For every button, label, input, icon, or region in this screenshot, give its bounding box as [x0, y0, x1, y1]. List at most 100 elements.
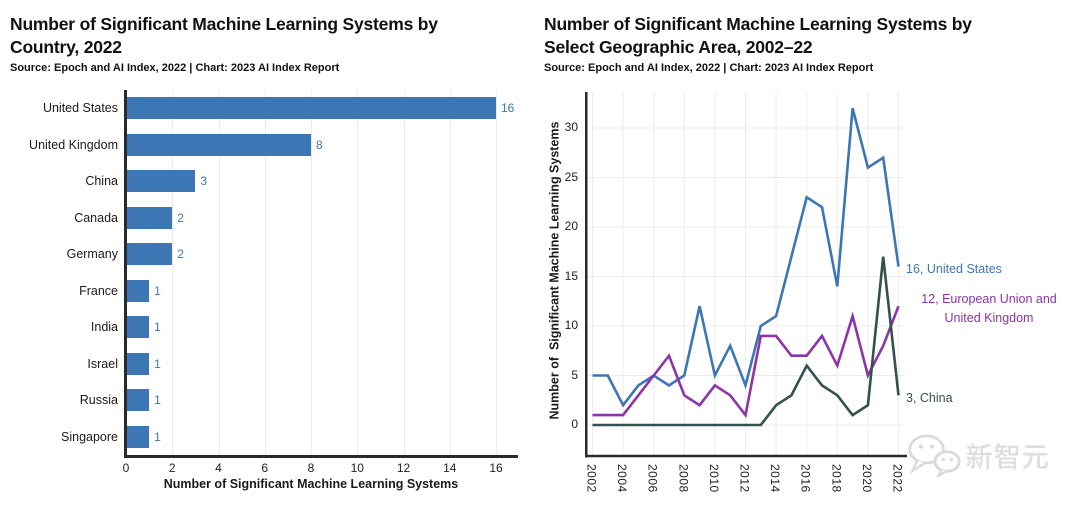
bar-x-tick-label: 0 — [122, 461, 130, 475]
bar-gridline — [496, 90, 497, 455]
line-x-tick-label: 2014 — [768, 464, 783, 493]
bar-value-label: 2 — [177, 247, 184, 261]
bar-value-label: 1 — [154, 429, 161, 444]
bar-row: Canada 2 — [0, 200, 538, 237]
line-y-tick-label: 10 — [564, 318, 578, 332]
bar-gridline — [218, 90, 220, 455]
bar-row: United States 16 — [0, 90, 538, 127]
bar — [126, 316, 150, 339]
bar — [126, 243, 173, 266]
line-chart-title-line1: Number of Significant Machine Learning S… — [544, 14, 972, 34]
line-chart-panel: Number of Significant Machine Learning S… — [540, 0, 1080, 505]
bar-chart-source: Source: Epoch and AI Index, 2022 | Chart… — [10, 62, 340, 74]
bar-value-label: 1 — [154, 283, 161, 298]
bar-x-axis-label: Number of Significant Machine Learning S… — [163, 477, 459, 491]
bar-x-tick-label: 2 — [168, 461, 176, 475]
line-series-european-union-and-united-kingdom — [592, 305, 900, 419]
line-end-annotation: 12, European Union and United Kingdom — [921, 292, 1057, 325]
bar-row: Singapore 1 — [0, 419, 538, 456]
bar-category-label: Israel — [87, 356, 118, 371]
line-end-annotation: 16, United States — [906, 262, 1002, 276]
bar — [126, 133, 311, 156]
bar-x-tick-label: 6 — [261, 461, 269, 475]
line-plot-area — [585, 92, 907, 460]
bar-row: China 3 — [0, 163, 538, 200]
line-series-united-states — [592, 107, 900, 408]
bar — [126, 352, 150, 375]
bar-row: Russia 1 — [0, 382, 538, 419]
line-chart-title: Number of Significant Machine Learning S… — [544, 13, 1076, 59]
bar-chart-title-line1: Number of Significant Machine Learning S… — [10, 14, 438, 34]
bar — [126, 97, 496, 120]
line-x-tick-label: 2012 — [737, 464, 752, 493]
bar-gridline — [449, 90, 451, 455]
bar-value-label: 3 — [200, 174, 208, 188]
bar — [126, 279, 150, 302]
bar-x-tick-label: 10 — [350, 461, 364, 475]
bar-category-label: Singapore — [61, 429, 118, 444]
bar-value-label: 1 — [154, 356, 161, 371]
bar-value-label: 2 — [177, 210, 184, 225]
line-x-tick-label: 2008 — [676, 464, 691, 493]
line-x-tick-label: 2020 — [859, 464, 874, 493]
bar-gridline — [357, 90, 359, 455]
bar-category-label: Canada — [74, 210, 118, 225]
line-x-tick-label: 2022 — [890, 464, 905, 493]
line-x-tick-label: 2010 — [706, 464, 721, 493]
watermark: 新智元 — [906, 429, 1078, 481]
bar-category-label: Russia — [79, 393, 118, 407]
bar-gridline — [311, 90, 312, 455]
bar-x-tick-label: 8 — [307, 461, 315, 475]
line-y-tick-label: 30 — [564, 120, 578, 134]
bar-chart-title-line2: Country, 2022 — [10, 37, 122, 57]
bar-value-label: 8 — [316, 137, 323, 152]
bar-category-label: China — [85, 174, 118, 188]
line-x-tick-label: 2002 — [584, 464, 599, 493]
line-x-tick-label: 2016 — [798, 464, 813, 493]
bar-x-tick-label: 4 — [215, 461, 222, 475]
line-y-tick-label: 25 — [564, 169, 578, 184]
line-y-tick-label: 5 — [571, 367, 578, 382]
bar-gridline — [172, 90, 174, 455]
line-x-tick-label: 2004 — [615, 464, 630, 493]
line-y-tick-label: 15 — [564, 268, 578, 283]
bar-chart-panel: Number of Significant Machine Learning S… — [0, 0, 538, 505]
line-x-tick-label: 2006 — [645, 464, 660, 493]
line-x-tick-label: 2018 — [829, 464, 844, 493]
bar-x-tick-label: 14 — [443, 461, 457, 475]
bar-row: United Kingdom 8 — [0, 127, 538, 164]
bar-category-label: Germany — [66, 247, 118, 261]
bar — [126, 425, 150, 448]
bar-x-axis-line — [124, 455, 518, 458]
bar-category-label: India — [90, 320, 118, 334]
bar-row: India 1 — [0, 309, 538, 346]
bar-category-label: France — [79, 283, 118, 298]
bar-gridline — [403, 90, 405, 455]
bar-y-axis-line — [124, 90, 127, 456]
bar-chart-title: Number of Significant Machine Learning S… — [10, 13, 532, 59]
wechat-chat-bubbles-icon — [908, 434, 961, 478]
line-chart-title-line2: Select Geographic Area, 2002–22 — [544, 37, 813, 57]
line-y-tick-label: 0 — [571, 417, 578, 431]
bar-value-label: 16 — [501, 101, 515, 115]
bar-gridline — [264, 90, 266, 455]
bar-value-label: 1 — [154, 320, 161, 334]
bar-row: Germany 2 — [0, 236, 538, 273]
line-chart-svg — [585, 92, 907, 458]
bar-x-tick-label: 16 — [489, 461, 503, 475]
bar-category-label: United Kingdom — [29, 137, 118, 152]
bar-plot-area: United States 16 United Kingdom 8 China 3 Cana… — [0, 90, 538, 458]
bar-row: France 1 — [0, 273, 538, 310]
line-y-tick-label: 20 — [564, 219, 578, 233]
watermark-text: 新智元 — [966, 442, 1050, 473]
bar-x-tick-label: 12 — [396, 461, 411, 475]
line-end-annotation: 3, China — [906, 391, 953, 405]
bar-category-label: United States — [42, 101, 118, 115]
bar — [126, 206, 173, 229]
line-chart-source: Source: Epoch and AI Index, 2022 | Chart… — [544, 62, 874, 74]
bar-value-label: 1 — [154, 393, 161, 407]
bar — [126, 389, 150, 412]
bar — [126, 170, 196, 193]
bar-row: Israel 1 — [0, 346, 538, 383]
line-series-china — [592, 256, 900, 427]
